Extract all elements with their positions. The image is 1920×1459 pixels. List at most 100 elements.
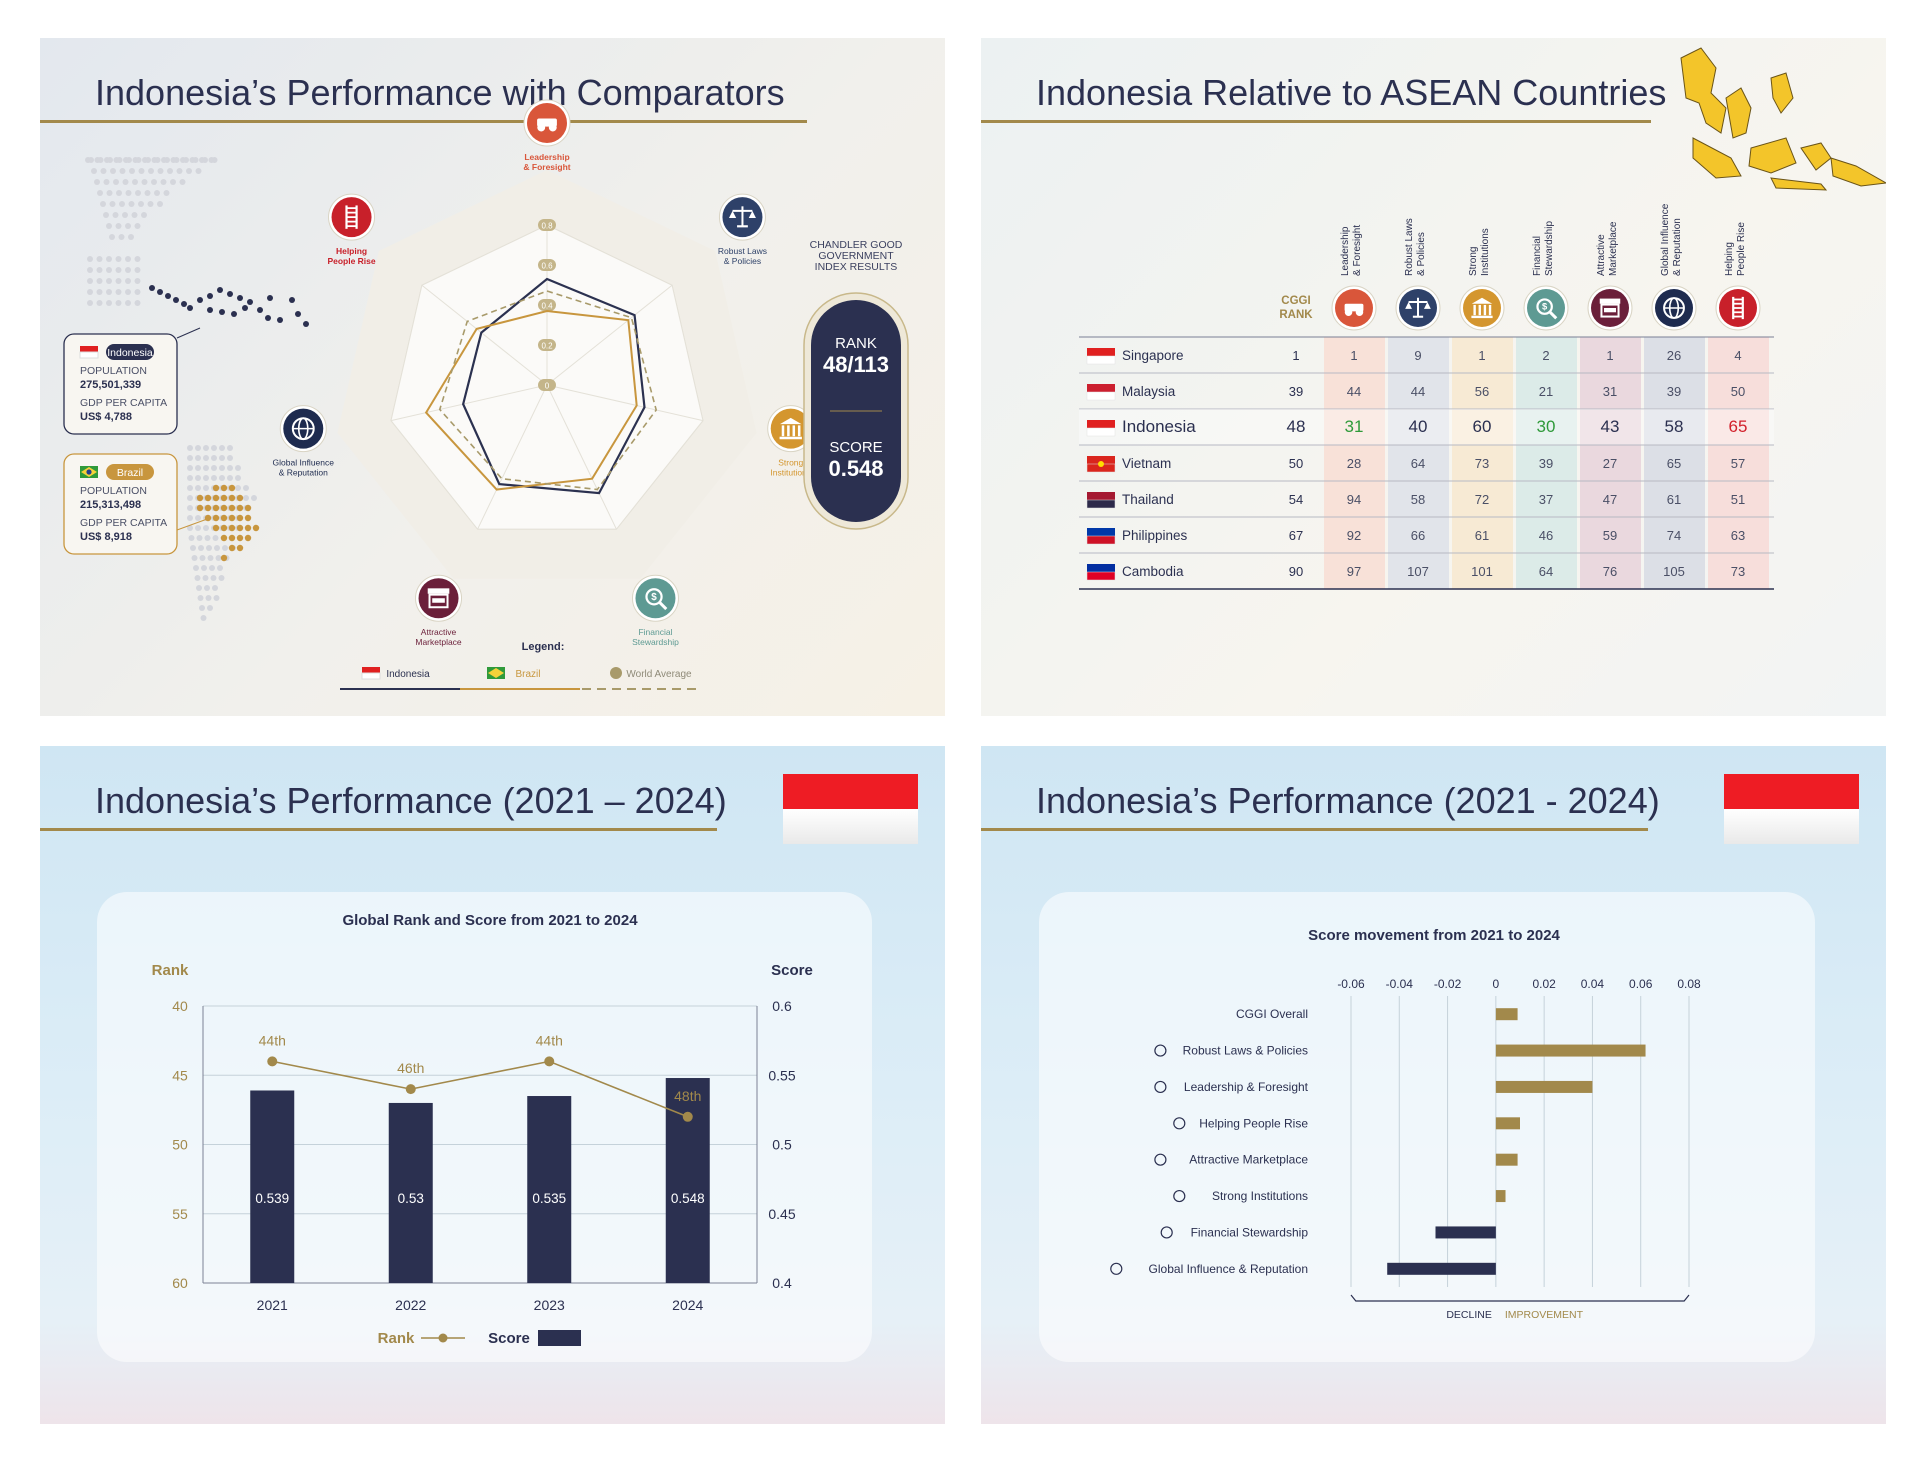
map-dot-brazil — [212, 514, 220, 522]
radar-chart: 0 0.2 0.4 0.6 0.8 Leadership& Foresight Robust… — [273, 99, 815, 647]
map-dot — [183, 157, 189, 163]
map-dot-brazil — [204, 504, 212, 512]
category-label: Helping People Rise — [1199, 1116, 1308, 1130]
map-dot — [115, 267, 122, 273]
institution-badge — [767, 405, 815, 453]
map-dot — [138, 201, 144, 207]
map-dot-brazil — [228, 494, 236, 502]
rank-header: RANK — [1279, 309, 1313, 321]
rank-value: 27 — [1603, 456, 1617, 471]
map-dot — [119, 168, 126, 174]
rank-value: 66 — [1411, 528, 1425, 543]
scales-badge — [718, 193, 766, 241]
icon-part — [737, 225, 748, 228]
map-dot — [96, 300, 103, 306]
map-dot — [200, 615, 207, 621]
map-dot — [202, 157, 208, 163]
map-dot — [167, 168, 173, 174]
map-dot-indonesia — [303, 321, 309, 327]
icon-part — [779, 417, 802, 425]
icon-part — [427, 588, 450, 594]
map-dot — [179, 179, 186, 185]
map-dot — [154, 157, 161, 163]
map-dot-brazil — [228, 544, 236, 552]
map-dot — [125, 300, 131, 306]
country-name: Malaysia — [1122, 384, 1176, 399]
score-value: 0.548 — [828, 456, 883, 481]
map-dot — [164, 157, 170, 163]
movement-bar — [1495, 1153, 1518, 1166]
rank-value: 1 — [1350, 348, 1357, 363]
x-tick-label: 2022 — [395, 1297, 426, 1313]
map-dot — [96, 278, 103, 284]
panel-title: Indonesia Relative to ASEAN Countries — [1036, 72, 1667, 113]
column-tint — [1644, 337, 1705, 589]
radar-tick-label: 0.2 — [541, 342, 553, 351]
map-dot — [160, 179, 167, 185]
radar-spoke — [390, 384, 548, 422]
marketplace-icon — [1154, 1153, 1167, 1166]
panel-title: Indonesia’s Performance with Comparators — [95, 72, 785, 113]
rank-value: 107 — [1407, 564, 1429, 579]
map-dot-indonesia — [237, 295, 243, 301]
rank-value: 59 — [1603, 528, 1617, 543]
map-dot — [203, 445, 209, 451]
x-tick-label: 0 — [1493, 977, 1500, 991]
map-dot — [195, 515, 201, 521]
left-axis-label: Rank — [152, 962, 189, 979]
map-dot-indonesia — [227, 291, 233, 297]
map-dot — [128, 201, 135, 207]
map-dot — [227, 455, 233, 461]
legend-label: World Average — [626, 669, 692, 680]
radar-tick-label: 0.4 — [541, 302, 553, 311]
radar-axis-label: Institutions — [770, 468, 811, 478]
cggi-rank: 39 — [1289, 384, 1303, 399]
map-dot — [207, 605, 213, 611]
map-dot — [173, 157, 180, 163]
radar-axis-label: Attractive — [421, 627, 457, 637]
rank-value: 101 — [1471, 564, 1493, 579]
table-row: Singapore 1 1 9 1 2 1 26 4 — [1086, 348, 1742, 365]
map-dot — [198, 545, 204, 551]
flag-part — [79, 351, 99, 359]
indonesia-flag-icon — [362, 667, 380, 673]
map-dot — [219, 465, 225, 471]
map-dot — [87, 267, 93, 273]
institution-icon — [779, 417, 802, 440]
legend-label: Indonesia — [386, 669, 430, 680]
rank-value: 105 — [1663, 564, 1685, 579]
icon-part — [1483, 304, 1487, 316]
map-dot-brazil — [220, 554, 228, 562]
map-dot — [125, 190, 132, 196]
map-dot — [187, 465, 193, 471]
radar-axis-label: Global Influence — [273, 458, 335, 468]
map-dot-brazil — [204, 514, 212, 522]
radar-axis-label: Marketplace — [415, 637, 462, 647]
ladder-icon — [345, 205, 358, 229]
right-tick-label: 0.6 — [772, 998, 792, 1014]
map-dot — [204, 535, 211, 541]
map-dot — [97, 157, 104, 163]
rank-value: 44 — [1347, 384, 1361, 399]
rank-value: 1 — [1606, 348, 1613, 363]
map-dot — [211, 455, 217, 461]
map-dot — [213, 595, 220, 601]
score-movement-chart: Score movement from 2021 to 2024 -0.06 -0.… — [1110, 927, 1701, 1321]
movement-bar — [1495, 1190, 1506, 1203]
map-dot — [195, 445, 201, 451]
icon-part — [1473, 304, 1476, 316]
map-dot — [170, 179, 176, 185]
map-dot-indonesia — [219, 309, 225, 315]
rank-value: 2 — [1542, 348, 1549, 363]
tick-pill — [538, 379, 556, 391]
legend-label-rank: Rank — [378, 1330, 415, 1347]
rank-value: 50 — [1731, 384, 1745, 399]
movement-bar — [1495, 1080, 1593, 1093]
legend-label-score: Score — [488, 1330, 530, 1347]
category-label: Global Influence & Reputation — [1149, 1262, 1308, 1276]
map-dot — [88, 157, 94, 163]
rank-value: 73 — [1475, 456, 1489, 471]
radar-series-brazil — [424, 309, 638, 491]
radar-tick-label: 0.8 — [541, 222, 553, 231]
